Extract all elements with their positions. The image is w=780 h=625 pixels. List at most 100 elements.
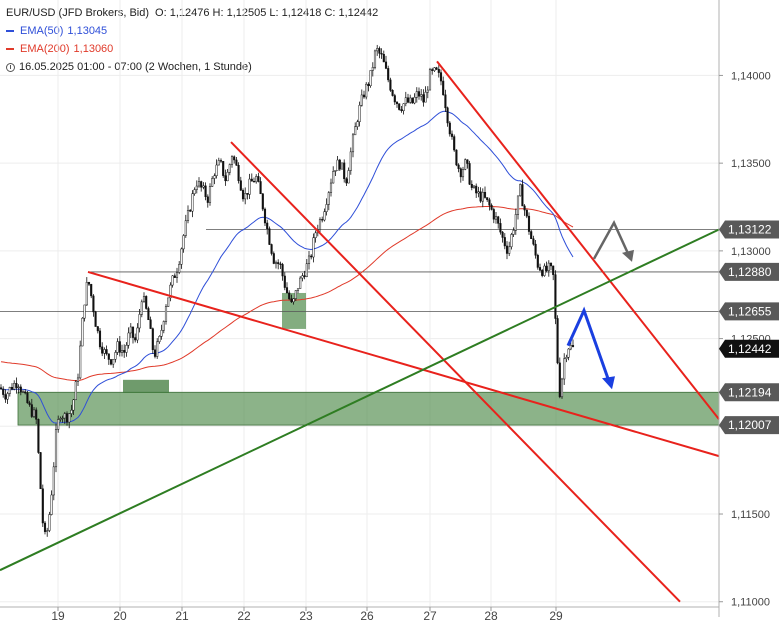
ema200-line (0, 205, 574, 381)
candle-body (417, 91, 421, 97)
candle-body (219, 160, 223, 162)
candle-body (195, 185, 198, 190)
candle-body (321, 219, 324, 221)
candle-body (140, 301, 143, 315)
candle-body (384, 61, 388, 69)
candle-body (246, 193, 249, 195)
candle-body (530, 231, 533, 239)
candle-body (6, 393, 9, 400)
candle-body (435, 67, 438, 70)
candle-body (208, 186, 212, 203)
candle-body (57, 419, 60, 430)
y-tick-label: 1,14000 (731, 70, 771, 82)
candle-body (558, 362, 561, 398)
candle-body (101, 346, 104, 354)
candle-body (261, 193, 264, 210)
candle-body (2, 388, 5, 395)
candle-body (204, 185, 207, 198)
candle-body (43, 522, 47, 532)
candle-body (32, 409, 36, 417)
projection-arrows (566, 220, 634, 390)
candle-body (277, 262, 280, 265)
price-label-bg (719, 220, 779, 239)
candle-body (378, 48, 381, 54)
candle-body (556, 318, 559, 364)
candle-body (380, 53, 383, 55)
candle-body (142, 296, 146, 303)
candle-body (239, 180, 242, 191)
green-uptrend-line (0, 228, 720, 572)
candle-body (151, 328, 154, 351)
candle-body (534, 243, 537, 256)
candle-body (305, 263, 308, 277)
ema50-value: 1,13045 (67, 25, 108, 37)
candle-body (226, 172, 229, 182)
candle-body (213, 175, 216, 179)
candle-body (299, 277, 302, 289)
x-tick-label: 22 (237, 609, 251, 623)
candle-body (404, 97, 407, 104)
x-tick-label: 19 (51, 609, 65, 623)
candle-body (26, 392, 29, 404)
candle-body (270, 244, 273, 254)
candle-body (147, 308, 150, 321)
candle-body (365, 83, 368, 98)
candle-body (554, 274, 557, 319)
candle-body (490, 204, 493, 210)
candle-body (393, 95, 396, 103)
chart-grid (0, 0, 719, 607)
candle-body (499, 223, 502, 233)
x-tick-label: 28 (484, 609, 498, 623)
price-label: 1,13122 (728, 222, 772, 236)
candle-body (294, 290, 297, 299)
red-trendline-middle (230, 141, 681, 603)
candle-body (266, 222, 269, 229)
candle-body (30, 404, 33, 417)
candle-body (233, 156, 236, 161)
candle-body (336, 159, 339, 171)
candle-body (567, 348, 570, 358)
candle-body (76, 377, 80, 382)
candle-body (549, 262, 553, 267)
clock-icon (6, 62, 15, 72)
candle-body (541, 269, 544, 276)
candle-body (116, 341, 119, 353)
candle-body (248, 178, 251, 195)
candle-body (358, 104, 361, 122)
candle-body (362, 94, 366, 98)
candle-body (514, 214, 517, 231)
price-label: 1,12880 (728, 265, 772, 279)
candle-body (237, 165, 240, 181)
candle-body (516, 195, 520, 215)
candle-body (323, 211, 326, 221)
candle-body (105, 349, 108, 355)
candle-body (180, 248, 183, 265)
candle-body (391, 90, 394, 96)
candle-body (70, 409, 73, 414)
candle-body (563, 358, 566, 380)
candle-body (477, 191, 480, 194)
price-label: 1,12442 (728, 342, 772, 356)
candle-body (360, 94, 363, 106)
candle-body (167, 297, 170, 307)
candle-body (35, 409, 38, 420)
candle-body (483, 192, 487, 198)
trendlines (0, 60, 720, 603)
blue-arrow-path (566, 306, 612, 385)
candle-body (468, 163, 471, 185)
ema50-label: EMA(50) (20, 25, 64, 37)
candle-body (527, 215, 531, 232)
ema50-line (0, 110, 574, 424)
candle-body (290, 298, 293, 303)
candles (0, 44, 575, 537)
candle-body (288, 292, 291, 300)
candle-body (415, 91, 418, 98)
candle-body (17, 386, 20, 388)
candle-body (296, 288, 300, 291)
candle-body (492, 209, 495, 220)
candle-body (314, 232, 317, 239)
candle-body (479, 191, 482, 202)
price-label: 1,12655 (728, 304, 772, 318)
candle-body (127, 332, 130, 346)
